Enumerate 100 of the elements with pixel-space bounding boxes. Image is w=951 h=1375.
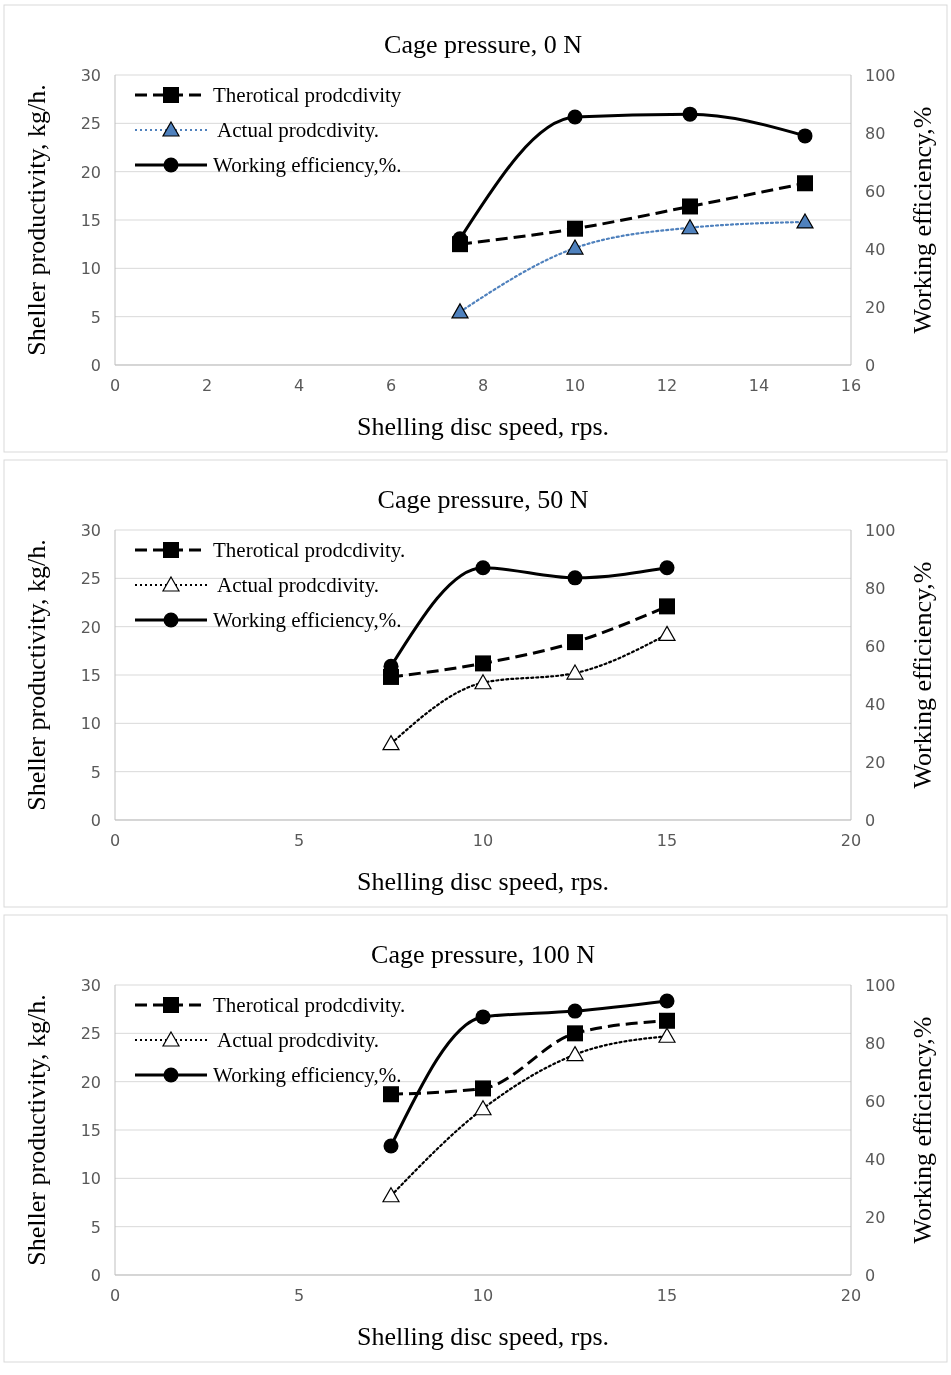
x-tick-label: 5 bbox=[293, 831, 305, 850]
y-tick-label: 30 bbox=[80, 976, 101, 995]
legend-label: Actual prodcdivity. bbox=[213, 573, 380, 597]
point bbox=[475, 560, 491, 576]
y2-tick-label: 40 bbox=[865, 240, 886, 259]
point bbox=[567, 570, 583, 586]
x-tick-label: 10 bbox=[472, 831, 494, 850]
y2-axis-title: Working efficiency,% bbox=[908, 1016, 937, 1244]
y2-tick-label: 100 bbox=[865, 976, 896, 995]
y-tick-label: 25 bbox=[80, 114, 101, 134]
x-axis-title: Shelling disc speed, rps. bbox=[356, 867, 610, 896]
y-axis-title: Sheller productivity, kg/h. bbox=[22, 84, 51, 356]
x-axis-title: Shelling disc speed, rps. bbox=[356, 412, 610, 441]
point bbox=[566, 664, 584, 680]
y2-axis-title: Working efficiency,% bbox=[908, 106, 937, 334]
y2-tick-label: 100 bbox=[865, 521, 896, 540]
point bbox=[382, 1187, 400, 1203]
point bbox=[567, 109, 583, 125]
point bbox=[383, 1138, 399, 1154]
y2-tick-label: 0 bbox=[865, 356, 876, 375]
y2-tick-label: 40 bbox=[865, 1150, 886, 1169]
y-axis-title: Sheller productivity, kg/h. bbox=[22, 994, 51, 1266]
point bbox=[682, 106, 698, 122]
x-tick-label: 4 bbox=[293, 376, 305, 395]
point bbox=[797, 128, 813, 144]
point bbox=[566, 1046, 584, 1062]
point bbox=[567, 1025, 583, 1042]
y-tick-label: 20 bbox=[80, 1072, 101, 1092]
y-tick-label: 25 bbox=[80, 1024, 101, 1044]
legend-label: Therotical prodcdivity. bbox=[213, 993, 406, 1017]
y-tick-label: 10 bbox=[80, 714, 101, 734]
y2-axis-title: Working efficiency,% bbox=[908, 561, 937, 789]
point bbox=[474, 674, 492, 690]
point bbox=[567, 220, 583, 237]
legend-label: Working efficiency,%. bbox=[213, 608, 402, 632]
y-tick-label: 0 bbox=[90, 1266, 101, 1285]
point bbox=[797, 175, 813, 192]
y-tick-label: 20 bbox=[80, 162, 101, 182]
point bbox=[475, 1009, 491, 1025]
y-tick-label: 10 bbox=[80, 259, 101, 279]
point bbox=[658, 625, 676, 641]
point bbox=[681, 219, 699, 235]
x-tick-label: 5 bbox=[293, 1286, 305, 1305]
legend-label: Therotical prodcdivity. bbox=[213, 538, 406, 562]
y-tick-label: 15 bbox=[80, 211, 101, 230]
chart-title: Cage pressure, 50 N bbox=[377, 485, 589, 514]
x-tick-label: 0 bbox=[109, 376, 121, 395]
x-axis-title: Shelling disc speed, rps. bbox=[356, 1322, 610, 1351]
y2-tick-label: 0 bbox=[865, 811, 876, 830]
y-tick-label: 5 bbox=[90, 307, 101, 327]
x-tick-label: 20 bbox=[840, 831, 862, 850]
x-tick-label: 15 bbox=[656, 1286, 678, 1305]
y-tick-label: 0 bbox=[90, 811, 101, 830]
x-tick-label: 8 bbox=[477, 376, 489, 395]
y-tick-label: 30 bbox=[80, 521, 101, 540]
y-axis-title: Sheller productivity, kg/h. bbox=[22, 539, 51, 811]
point bbox=[659, 993, 675, 1009]
legend-label: Working efficiency,%. bbox=[213, 153, 402, 177]
point bbox=[383, 1086, 399, 1103]
y2-tick-label: 80 bbox=[865, 1034, 886, 1053]
legend-label: Therotical prodcdivity bbox=[213, 83, 402, 107]
point bbox=[567, 634, 583, 651]
point bbox=[475, 1080, 491, 1097]
y2-tick-label: 40 bbox=[865, 695, 886, 714]
x-tick-label: 12 bbox=[656, 376, 678, 395]
y2-tick-label: 80 bbox=[865, 579, 886, 598]
y-tick-label: 15 bbox=[80, 666, 101, 685]
x-tick-label: 0 bbox=[109, 831, 121, 850]
y-tick-label: 15 bbox=[80, 1121, 101, 1140]
x-tick-label: 14 bbox=[748, 376, 770, 395]
y2-tick-label: 100 bbox=[865, 66, 896, 85]
point bbox=[382, 735, 400, 751]
point bbox=[567, 1003, 583, 1019]
legend-label: Actual prodcdivity. bbox=[213, 1028, 380, 1052]
y2-tick-label: 80 bbox=[865, 124, 886, 143]
chart-title: Cage pressure, 100 N bbox=[371, 940, 596, 969]
chart-title: Cage pressure, 0 N bbox=[384, 30, 583, 59]
y-tick-label: 25 bbox=[80, 569, 101, 589]
y2-tick-label: 20 bbox=[865, 298, 886, 317]
x-tick-label: 2 bbox=[201, 376, 213, 395]
y-tick-label: 5 bbox=[90, 1217, 101, 1237]
point bbox=[658, 1027, 676, 1043]
y2-tick-label: 60 bbox=[865, 182, 886, 201]
point bbox=[475, 655, 491, 672]
legend-label: Actual prodcdivity. bbox=[213, 118, 380, 142]
point bbox=[659, 560, 675, 576]
y2-tick-label: 60 bbox=[865, 637, 886, 656]
point bbox=[566, 239, 584, 255]
y2-tick-label: 20 bbox=[865, 1208, 886, 1227]
y2-tick-label: 60 bbox=[865, 1092, 886, 1111]
point bbox=[659, 1012, 675, 1029]
y2-tick-label: 0 bbox=[865, 1266, 876, 1285]
y-tick-label: 20 bbox=[80, 617, 101, 637]
x-tick-label: 20 bbox=[840, 1286, 862, 1305]
y-tick-label: 0 bbox=[90, 356, 101, 375]
legend-label: Working efficiency,%. bbox=[213, 1063, 402, 1087]
x-tick-label: 10 bbox=[472, 1286, 494, 1305]
x-tick-label: 10 bbox=[564, 376, 586, 395]
y-tick-label: 5 bbox=[90, 762, 101, 782]
point bbox=[474, 1100, 492, 1116]
